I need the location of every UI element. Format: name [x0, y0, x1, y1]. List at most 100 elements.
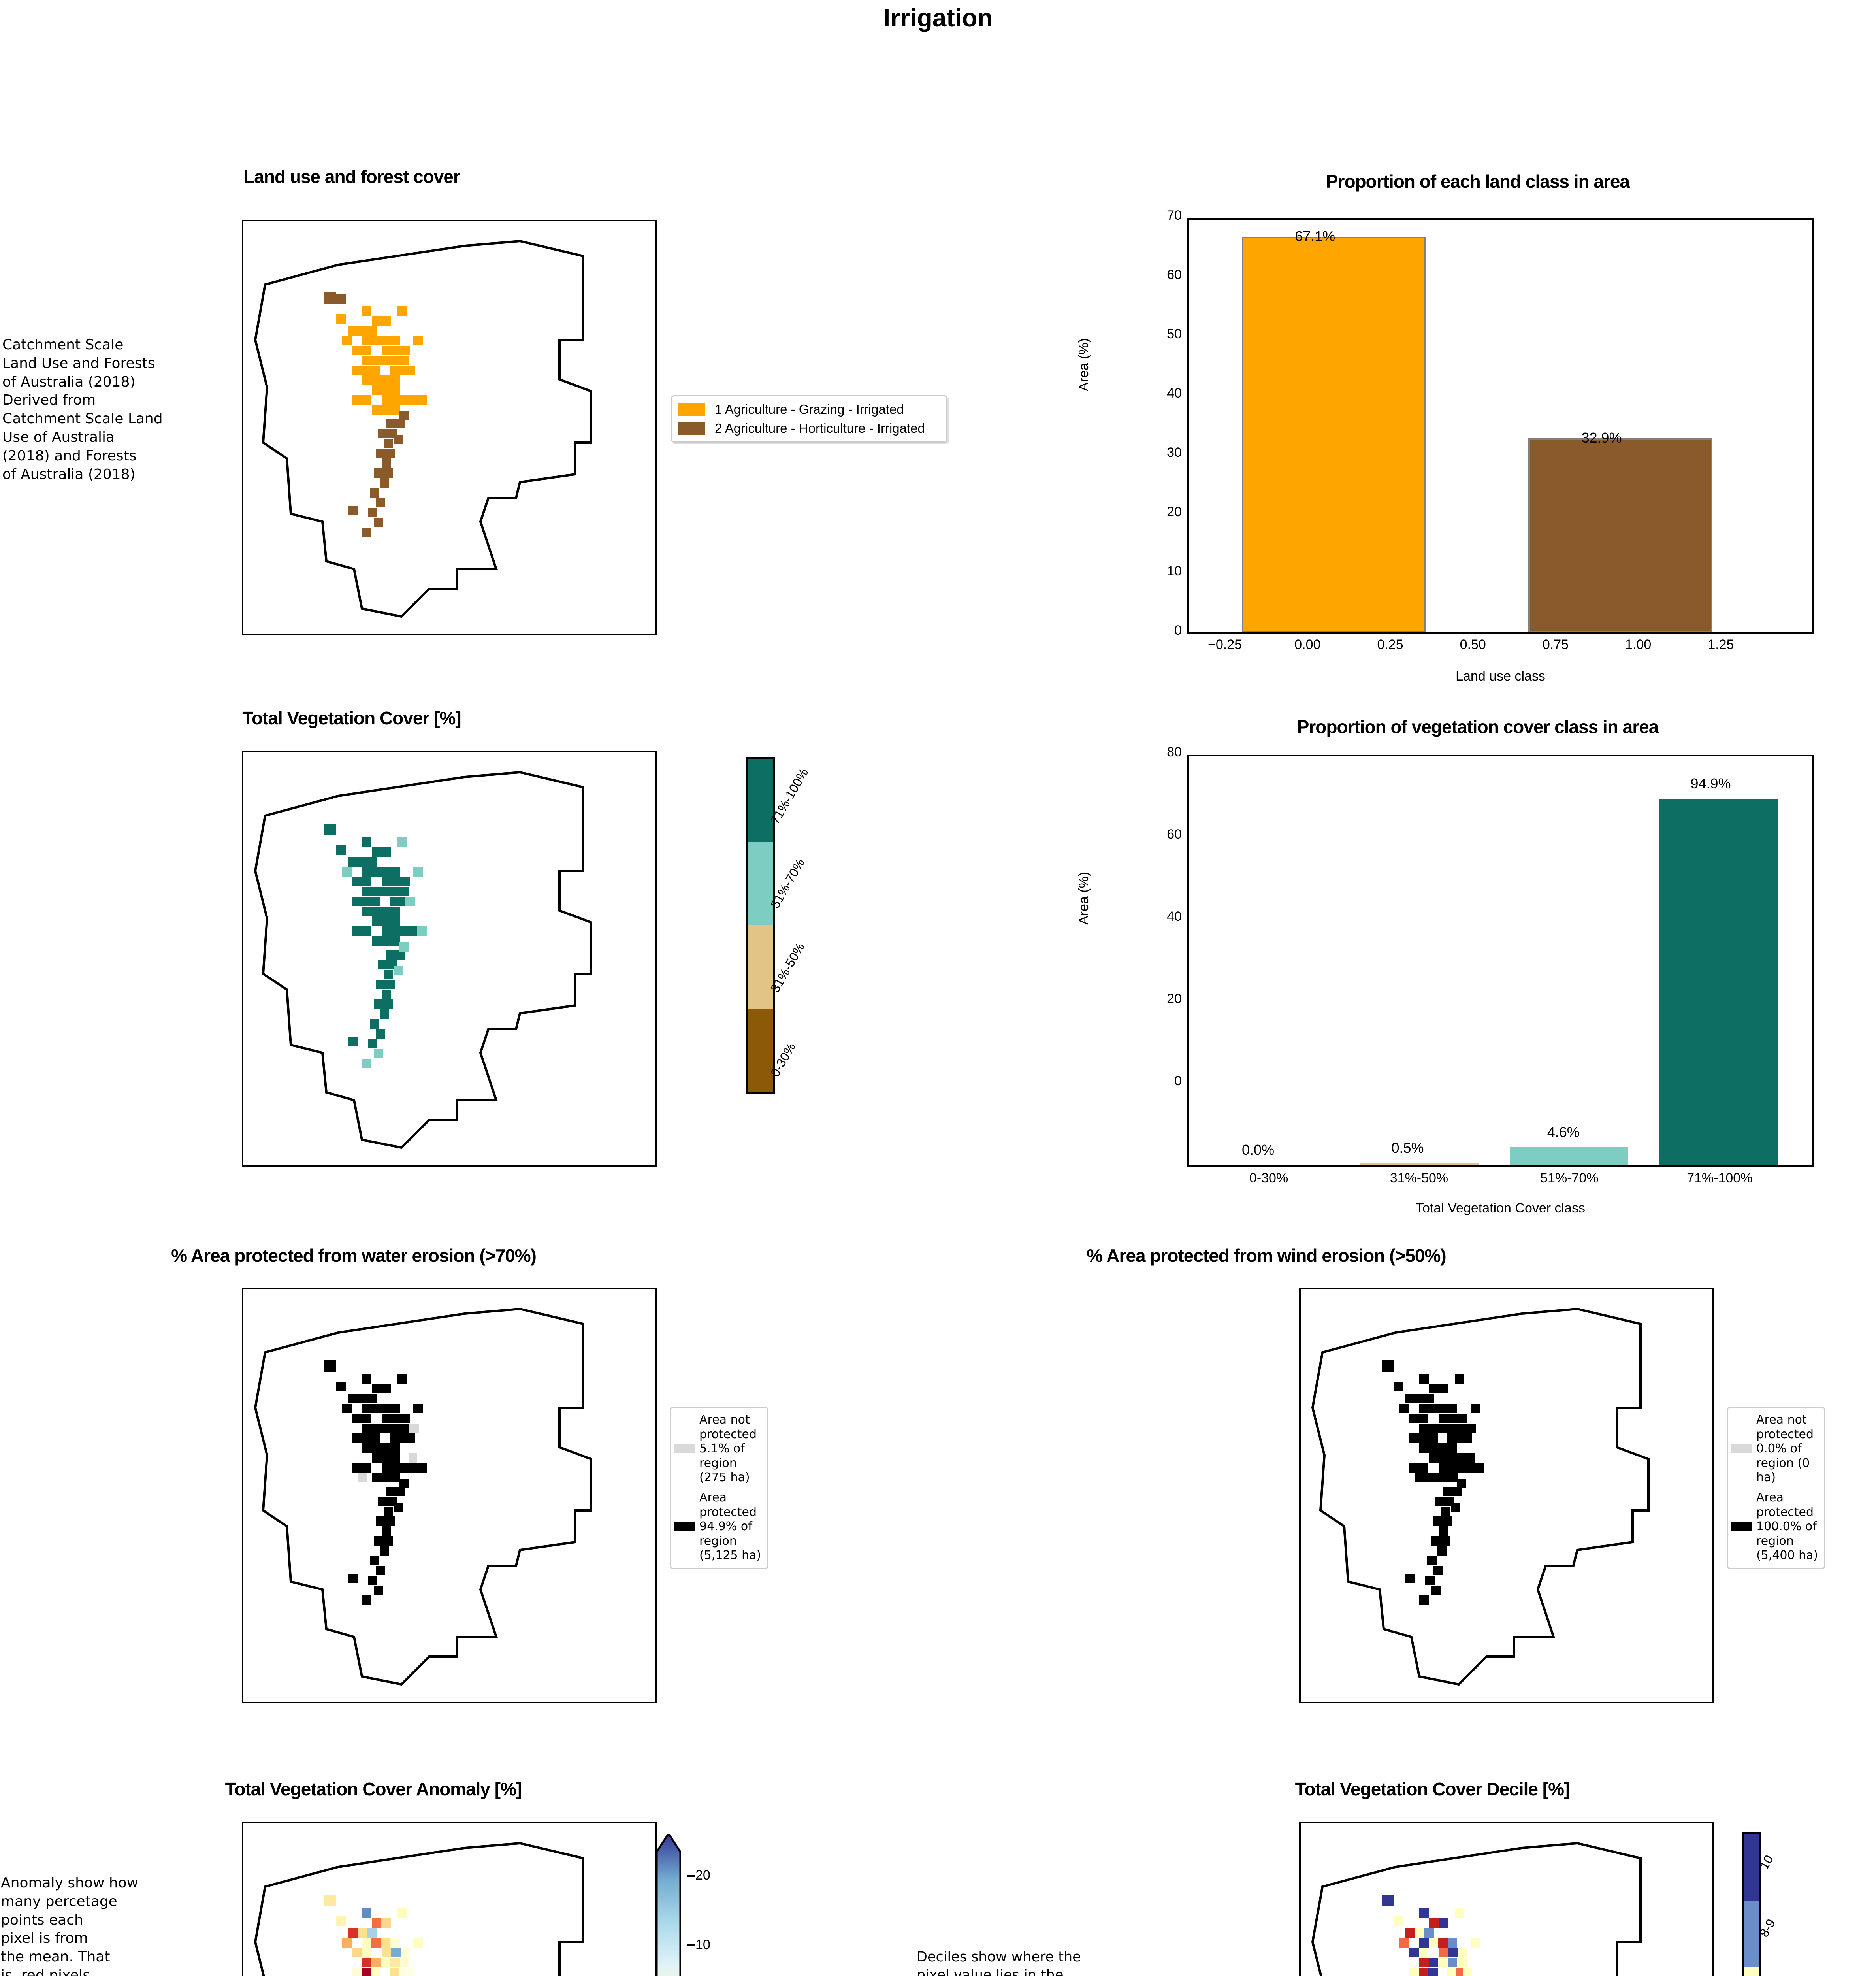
decile-caption: Deciles show where the pixel value lies … — [917, 1949, 1081, 1976]
wind-erosion-canvas — [1311, 1307, 1650, 1686]
anomaly-cbar-ticks: 20 10 0 −10 −20 — [687, 1834, 754, 1976]
protected-pixels — [324, 1360, 427, 1605]
xtick-0.50: 0.50 — [1460, 637, 1486, 652]
xtick-0.00: 0.00 — [1294, 637, 1321, 652]
legend-label-not-protected-wind: Area not protected 0.0% of region (0 ha) — [1756, 1413, 1814, 1485]
veg-cbar-seg-51-70 — [748, 842, 773, 925]
ytick-70: 70 — [1167, 208, 1182, 223]
xtick-0.75: 0.75 — [1542, 637, 1569, 652]
legend-label-grazing: 1 Agriculture - Grazing - Irrigated — [715, 402, 904, 417]
anomaly-map-title: Total Vegetation Cover Anomaly [%] — [225, 1779, 522, 1799]
legend-swatch-protected-wind — [1731, 1522, 1752, 1531]
wind-erosion-map-axes — [1299, 1288, 1714, 1703]
veg-map-canvas — [254, 771, 592, 1149]
decile-map-axes — [1299, 1822, 1714, 1976]
anomaly-tick-20: 20 — [695, 1868, 710, 1883]
ytick-veg-40: 40 — [1167, 909, 1182, 924]
landclass-xlabel: Land use class — [1456, 669, 1545, 684]
landuse-map-title: Land use and forest cover — [243, 166, 460, 187]
water-erosion-canvas — [254, 1307, 592, 1686]
ytick-veg-80: 80 — [1167, 745, 1182, 760]
legend-label-protected-wind: Area protected 100.0% of region (5,400 h… — [1756, 1490, 1818, 1563]
ytick-10: 10 — [1167, 564, 1182, 579]
landclass-chart-axes: 67.1% 32.9% — [1187, 218, 1814, 634]
bar-veg-51-70 — [1510, 1147, 1628, 1165]
water-erosion-map-title: % Area protected from water erosion (>70… — [171, 1245, 537, 1266]
ytick-60: 60 — [1167, 267, 1182, 282]
xtick-veg-31-50: 31%-50% — [1390, 1171, 1448, 1186]
landuse-source-caption: Catchment Scale Land Use and Forests of … — [2, 337, 163, 483]
anomaly-colorbar — [656, 1834, 681, 1976]
bar-label-veg-31-50: 0.5% — [1391, 1140, 1424, 1156]
decile-canvas — [1311, 1842, 1642, 1976]
ytick-veg-0: 0 — [1174, 1073, 1182, 1088]
decile-map-title: Total Vegetation Cover Decile [%] — [1295, 1779, 1570, 1799]
decile-pixels — [1382, 1895, 1480, 1976]
bar-label-veg-0-30: 0.0% — [1242, 1142, 1275, 1158]
bar-grazing — [1242, 237, 1426, 632]
bar-horticulture — [1528, 438, 1712, 632]
veg-map-title: Total Vegetation Cover [%] — [242, 708, 461, 728]
landclass-y-ticks: 70 60 50 40 30 20 10 0 — [1138, 208, 1187, 638]
landclass-chart-title: Proportion of each land class in area — [1326, 171, 1630, 192]
xtick-veg-71-100: 71%-100% — [1687, 1171, 1753, 1186]
not-protected-pixels — [358, 1424, 419, 1482]
wind-erosion-legend[interactable]: Area not protected 0.0% of region (0 ha)… — [1727, 1407, 1825, 1569]
legend-label-not-protected-water: Area not protected 5.1% of region (275 h… — [699, 1413, 757, 1485]
veg-mid-pixels — [342, 837, 427, 1068]
xtick-veg-0-30: 0-30% — [1249, 1171, 1288, 1186]
vegclass-chart-axes: 0.0% 0.5% 4.6% 94.9% — [1187, 755, 1814, 1167]
protected-pixels-wind — [1382, 1360, 1484, 1605]
veg-cbar-seg-0-30 — [748, 1008, 773, 1092]
bar-label-grazing: 67.1% — [1295, 228, 1335, 244]
xtick--0.25: −0.25 — [1208, 637, 1242, 652]
decile-cbar-seg-10 — [1744, 1834, 1759, 1901]
ytick-20: 20 — [1167, 504, 1182, 519]
anomaly-map-axes — [242, 1822, 657, 1976]
decile-colorbar — [1742, 1832, 1761, 1976]
legend-label-protected-water: Area protected 94.9% of region (5,125 ha… — [699, 1490, 761, 1563]
wind-erosion-map-title: % Area protected from wind erosion (>50%… — [1087, 1245, 1446, 1266]
water-erosion-legend[interactable]: Area not protected 5.1% of region (275 h… — [670, 1407, 768, 1569]
legend-swatch-protected-water — [674, 1522, 695, 1531]
ytick-30: 30 — [1167, 445, 1182, 460]
ytick-veg-20: 20 — [1167, 991, 1182, 1006]
landuse-map-canvas — [254, 239, 592, 618]
anomaly-tick-10: 10 — [695, 1937, 710, 1952]
veg-colorbar — [746, 757, 775, 1094]
decile-cbar-seg-8-9 — [1744, 1901, 1759, 1967]
page-title: Irrigation — [883, 4, 993, 32]
water-erosion-map-axes — [242, 1288, 657, 1703]
legend-swatch-horticulture — [678, 422, 705, 435]
landuse-map-axes — [242, 220, 657, 635]
ytick-40: 40 — [1167, 386, 1182, 401]
vegclass-ylabel: Area (%) — [1076, 871, 1091, 925]
veg-high-pixels — [324, 824, 420, 1048]
bar-veg-31-50 — [1360, 1163, 1479, 1165]
vegclass-chart-title: Proportion of vegetation cover class in … — [1297, 716, 1659, 737]
landclass-x-ticks: −0.25 0.00 0.25 0.50 0.75 1.00 1.25 — [1187, 637, 1814, 665]
ytick-veg-60: 60 — [1167, 827, 1182, 842]
bar-label-veg-71-100: 94.9% — [1690, 775, 1731, 792]
landuse-horticulture-pixels — [324, 292, 409, 537]
xtick-1.25: 1.25 — [1708, 637, 1734, 652]
anomaly-pixels — [324, 1895, 423, 1976]
bar-label-veg-51-70: 4.6% — [1547, 1124, 1580, 1140]
landclass-ylabel: Area (%) — [1076, 338, 1091, 391]
vegclass-y-ticks: 0 20 40 60 80 — [1138, 745, 1187, 1167]
legend-swatch-not-protected-wind — [1731, 1444, 1752, 1454]
anomaly-caption: Anomaly show how many percetage points e… — [1, 1875, 139, 1976]
veg-cbar-seg-31-50 — [748, 925, 773, 1009]
decile-cbar-seg-4-7 — [1744, 1967, 1759, 1976]
bar-label-horticulture: 32.9% — [1581, 430, 1622, 446]
vegclass-x-ticks: 0-30% 31%-50% 51%-70% 71%-100% — [1187, 1171, 1814, 1194]
legend-swatch-not-protected-water — [674, 1444, 695, 1454]
xtick-veg-51-70: 51%-70% — [1540, 1171, 1599, 1186]
anomaly-canvas — [254, 1842, 584, 1976]
veg-cbar-seg-71-100 — [748, 759, 773, 842]
xtick-1.00: 1.00 — [1625, 637, 1652, 652]
legend-swatch-grazing — [678, 403, 705, 416]
landuse-legend[interactable]: 1 Agriculture - Grazing - Irrigated 2 Ag… — [671, 395, 947, 443]
legend-label-horticulture: 2 Agriculture - Horticulture - Irrigated — [715, 421, 925, 436]
vegclass-xlabel: Total Vegetation Cover class — [1415, 1201, 1586, 1216]
